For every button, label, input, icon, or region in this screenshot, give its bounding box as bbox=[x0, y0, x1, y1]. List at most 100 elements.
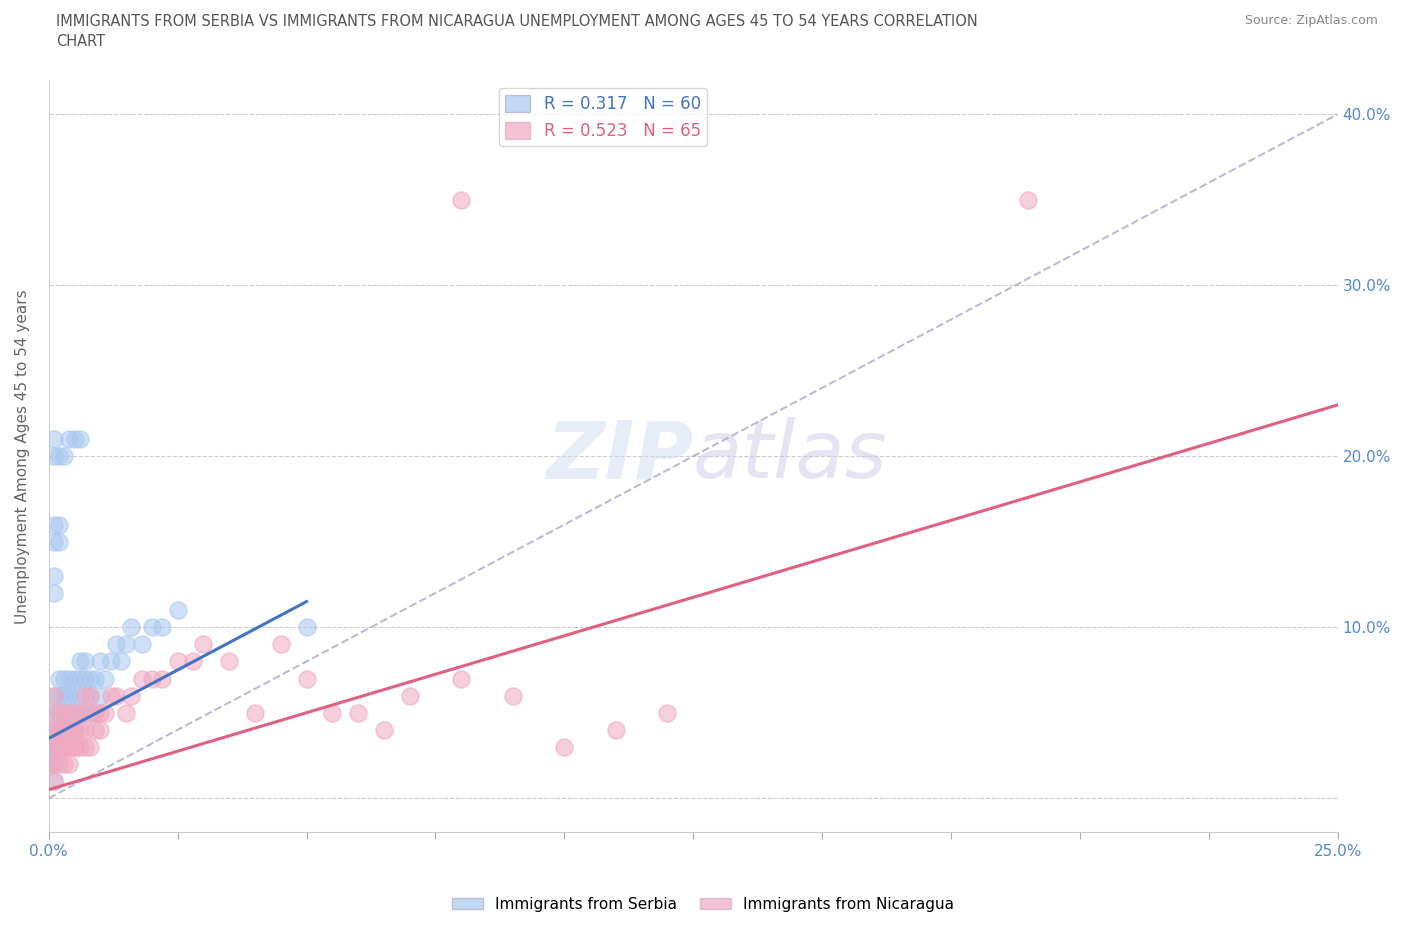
Point bbox=[58, 688, 80, 703]
Y-axis label: Unemployment Among Ages 45 to 54 years: Unemployment Among Ages 45 to 54 years bbox=[15, 289, 30, 623]
Text: Source: ZipAtlas.com: Source: ZipAtlas.com bbox=[1244, 14, 1378, 27]
Point bbox=[48, 705, 70, 720]
Point bbox=[79, 688, 101, 703]
Point bbox=[84, 705, 107, 720]
Point bbox=[100, 654, 122, 669]
Text: CHART: CHART bbox=[56, 34, 105, 49]
Point bbox=[53, 671, 76, 686]
Point bbox=[58, 671, 80, 686]
Point bbox=[53, 723, 76, 737]
Text: IMMIGRANTS FROM SERBIA VS IMMIGRANTS FROM NICARAGUA UNEMPLOYMENT AMONG AGES 45 T: IMMIGRANTS FROM SERBIA VS IMMIGRANTS FRO… bbox=[56, 14, 979, 29]
Point bbox=[53, 723, 76, 737]
Point bbox=[218, 654, 240, 669]
Point bbox=[89, 654, 111, 669]
Point bbox=[120, 619, 142, 634]
Text: ZIP: ZIP bbox=[546, 418, 693, 496]
Point bbox=[605, 723, 627, 737]
Point bbox=[79, 739, 101, 754]
Point bbox=[53, 449, 76, 464]
Point bbox=[1017, 193, 1039, 207]
Point bbox=[270, 637, 292, 652]
Legend: R = 0.317   N = 60, R = 0.523   N = 65: R = 0.317 N = 60, R = 0.523 N = 65 bbox=[499, 88, 707, 146]
Point bbox=[69, 432, 91, 446]
Point bbox=[73, 739, 96, 754]
Point bbox=[63, 432, 86, 446]
Point bbox=[63, 705, 86, 720]
Point bbox=[94, 705, 117, 720]
Point bbox=[42, 739, 65, 754]
Point bbox=[295, 671, 318, 686]
Point bbox=[48, 739, 70, 754]
Point bbox=[73, 671, 96, 686]
Point bbox=[89, 723, 111, 737]
Point bbox=[373, 723, 395, 737]
Point bbox=[502, 688, 524, 703]
Point bbox=[398, 688, 420, 703]
Point bbox=[141, 619, 163, 634]
Point bbox=[42, 449, 65, 464]
Text: atlas: atlas bbox=[693, 418, 889, 496]
Point bbox=[42, 688, 65, 703]
Point bbox=[150, 671, 173, 686]
Point bbox=[42, 757, 65, 772]
Point bbox=[84, 705, 107, 720]
Point bbox=[110, 654, 132, 669]
Point bbox=[69, 739, 91, 754]
Point bbox=[104, 688, 127, 703]
Point bbox=[58, 757, 80, 772]
Point bbox=[69, 654, 91, 669]
Point bbox=[295, 619, 318, 634]
Point bbox=[79, 671, 101, 686]
Point bbox=[347, 705, 370, 720]
Point bbox=[79, 688, 101, 703]
Point bbox=[48, 517, 70, 532]
Point bbox=[58, 705, 80, 720]
Point bbox=[166, 603, 188, 618]
Point bbox=[450, 193, 472, 207]
Point bbox=[63, 723, 86, 737]
Point bbox=[42, 568, 65, 583]
Point bbox=[42, 757, 65, 772]
Point bbox=[48, 671, 70, 686]
Point bbox=[84, 723, 107, 737]
Point bbox=[42, 535, 65, 550]
Point bbox=[181, 654, 204, 669]
Point bbox=[141, 671, 163, 686]
Point bbox=[48, 688, 70, 703]
Point bbox=[450, 671, 472, 686]
Point bbox=[63, 671, 86, 686]
Point bbox=[53, 757, 76, 772]
Point bbox=[321, 705, 343, 720]
Point bbox=[120, 688, 142, 703]
Point bbox=[42, 757, 65, 772]
Point bbox=[48, 757, 70, 772]
Point bbox=[63, 739, 86, 754]
Point bbox=[73, 723, 96, 737]
Point bbox=[73, 688, 96, 703]
Point bbox=[73, 654, 96, 669]
Point bbox=[48, 739, 70, 754]
Point bbox=[58, 705, 80, 720]
Point bbox=[69, 705, 91, 720]
Legend: Immigrants from Serbia, Immigrants from Nicaragua: Immigrants from Serbia, Immigrants from … bbox=[446, 891, 960, 918]
Point bbox=[53, 705, 76, 720]
Point bbox=[58, 723, 80, 737]
Point bbox=[42, 774, 65, 789]
Point bbox=[150, 619, 173, 634]
Point bbox=[42, 774, 65, 789]
Point bbox=[131, 637, 153, 652]
Point bbox=[58, 432, 80, 446]
Point bbox=[104, 637, 127, 652]
Point bbox=[193, 637, 215, 652]
Point bbox=[42, 739, 65, 754]
Point bbox=[69, 688, 91, 703]
Point bbox=[84, 671, 107, 686]
Point bbox=[48, 739, 70, 754]
Point bbox=[48, 449, 70, 464]
Point bbox=[100, 688, 122, 703]
Point bbox=[42, 723, 65, 737]
Point bbox=[53, 739, 76, 754]
Point bbox=[42, 586, 65, 601]
Point bbox=[42, 432, 65, 446]
Point bbox=[42, 723, 65, 737]
